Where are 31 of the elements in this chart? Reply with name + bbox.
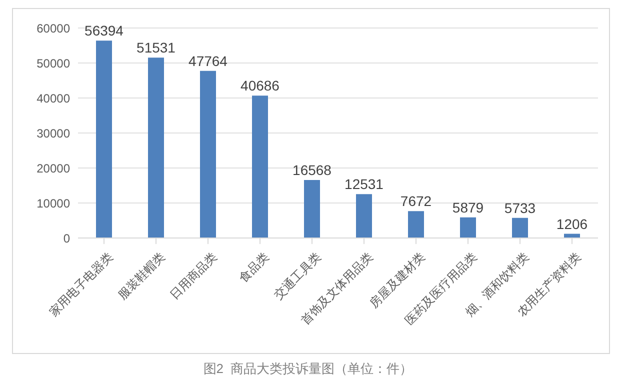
caption: 图2 商品大类投诉量图（单位：件） [202, 360, 414, 378]
data-label: 16568 [292, 162, 332, 178]
bar [96, 40, 112, 238]
data-label: 51531 [136, 40, 176, 56]
data-label: 7672 [400, 193, 432, 210]
y-tick-label: 50000 [36, 56, 70, 70]
y-tick-label: 10000 [36, 196, 70, 210]
bar [356, 194, 372, 238]
bar [304, 180, 320, 238]
x-tick-label: 家用电子电器类 [46, 250, 116, 320]
data-label: 47764 [188, 52, 228, 69]
y-tick-label: 60000 [36, 21, 70, 36]
bar [148, 58, 164, 238]
data-label: 5733 [504, 200, 536, 216]
bar [252, 96, 268, 238]
x-tick-label: 日用商品类 [167, 250, 220, 302]
data-label: 40686 [240, 78, 280, 94]
data-label: 12531 [344, 176, 384, 192]
data-label: 1206 [556, 216, 588, 232]
y-tick-label: 30000 [36, 126, 70, 140]
data-label: 56394 [84, 22, 124, 39]
bar [512, 218, 528, 238]
bar [200, 70, 216, 238]
data-label: 5879 [452, 199, 484, 216]
x-tick-label: 服装鞋帽类 [115, 250, 168, 302]
y-tick-label: 0 [63, 231, 70, 246]
y-tick-label: 40000 [36, 91, 70, 106]
x-tick-label: 食品类 [236, 250, 272, 286]
bar [408, 211, 424, 238]
y-tick-label: 20000 [36, 161, 70, 176]
bar [460, 217, 476, 238]
